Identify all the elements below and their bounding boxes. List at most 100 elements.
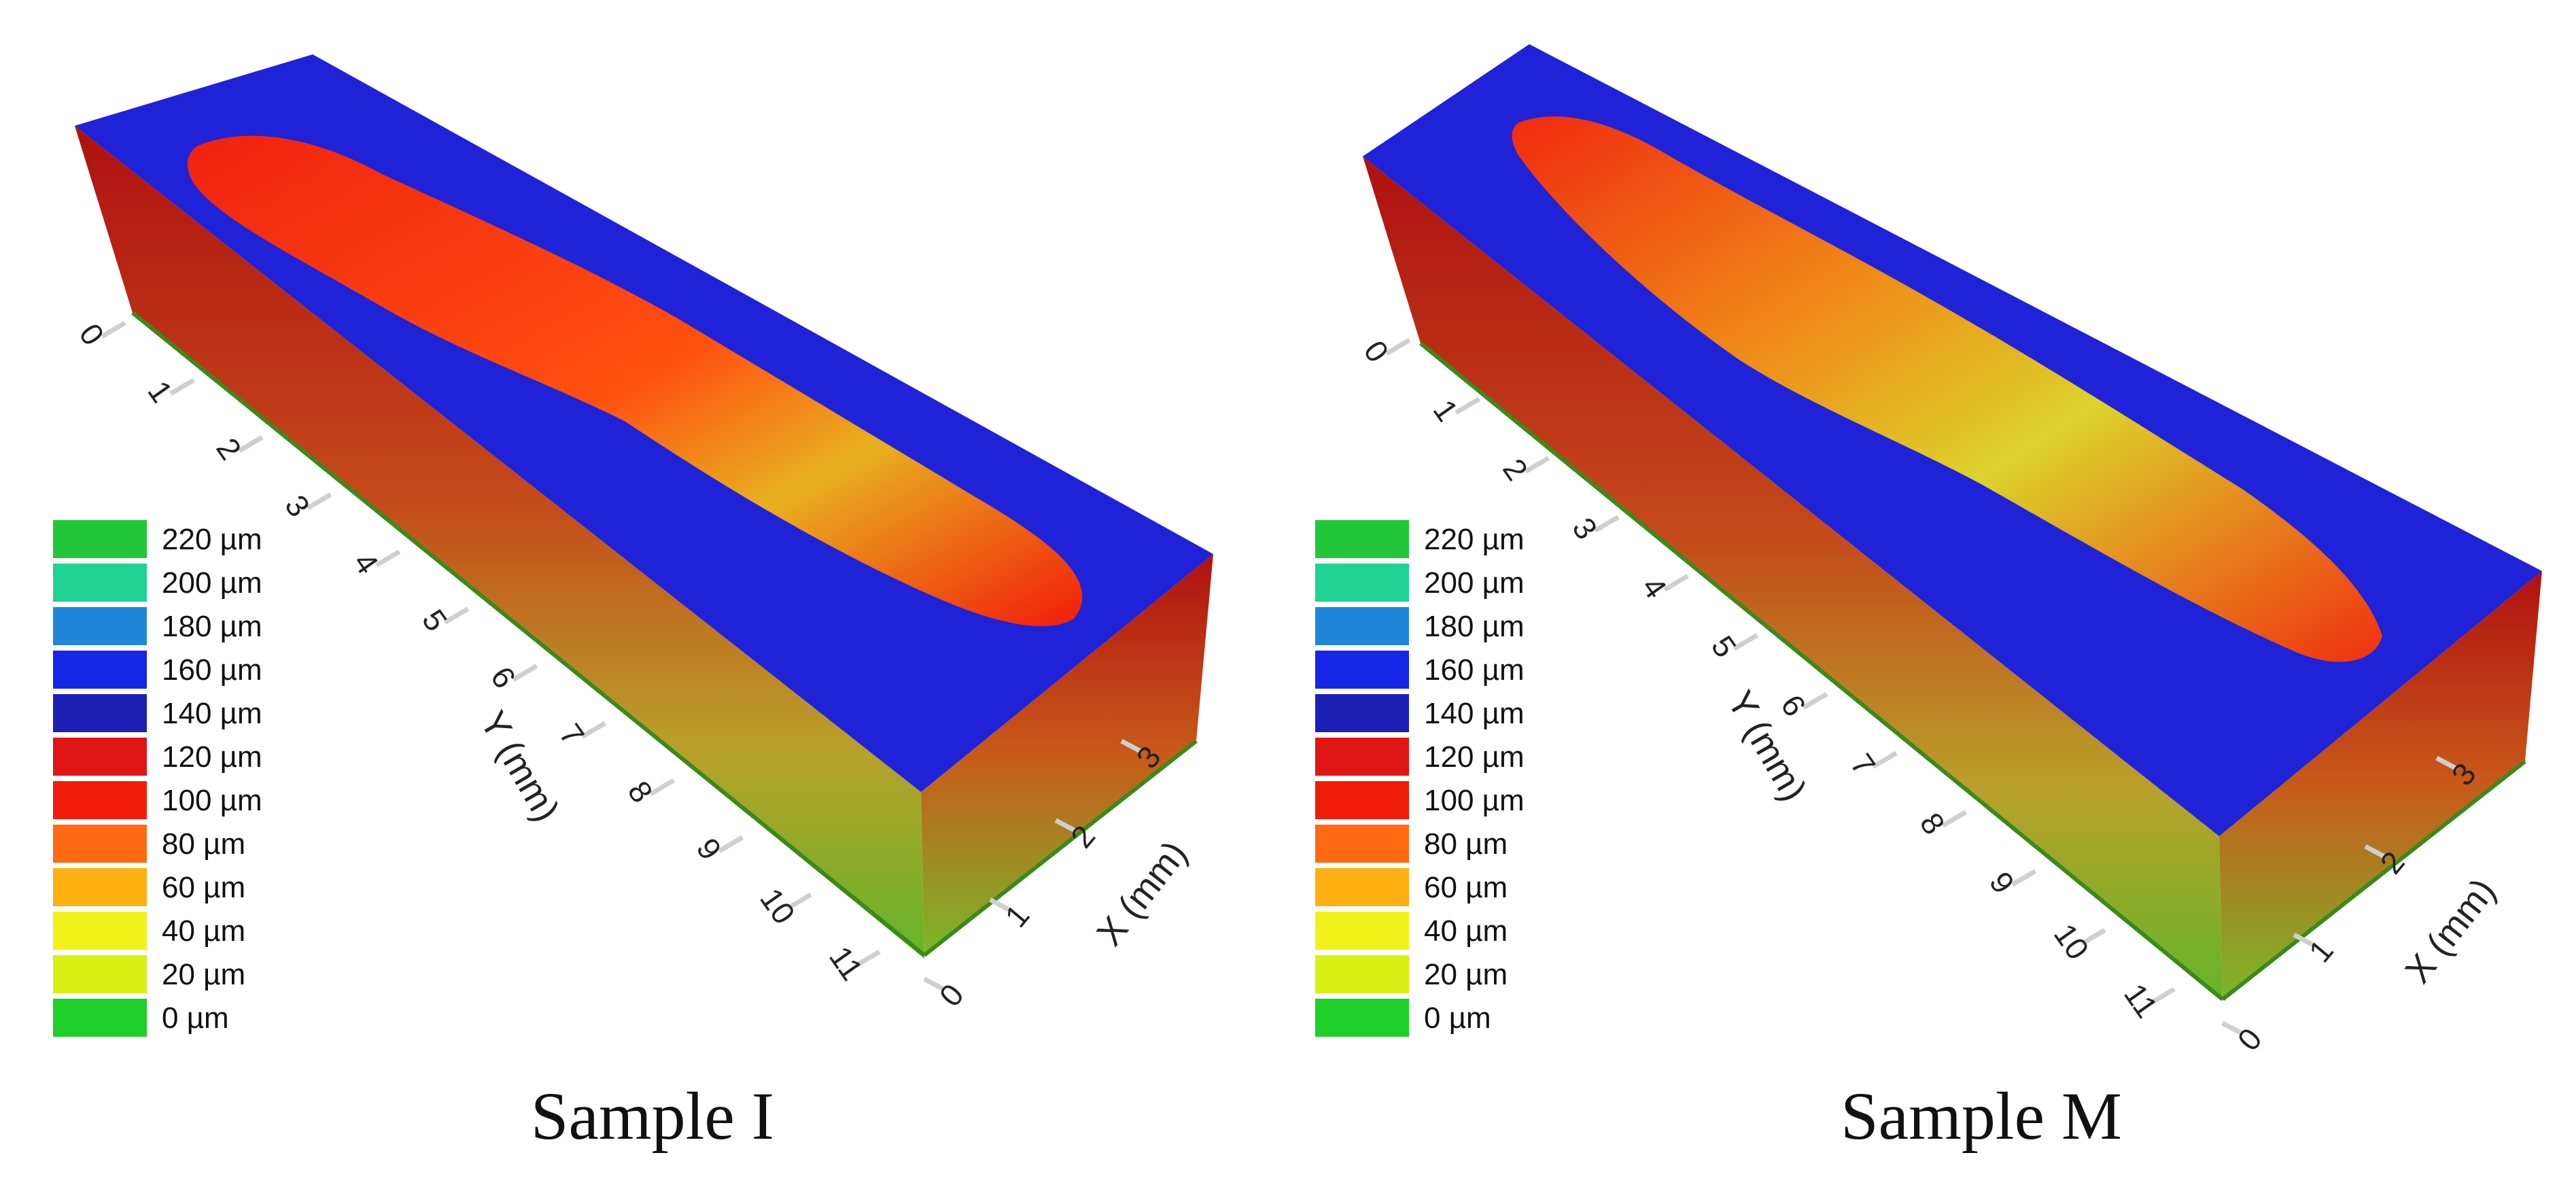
y-tick-label: 4: [1635, 570, 1674, 605]
legend-swatch: [53, 738, 147, 776]
caption: Sample I: [531, 1078, 774, 1154]
x-tick-mark: [2364, 844, 2387, 860]
y-tick-mark: [2011, 869, 2037, 887]
legend-swatch: [1315, 520, 1409, 558]
y-tick-mark: [649, 778, 676, 796]
x-tick-label: 0: [933, 977, 971, 1013]
legend-swatch: [53, 825, 147, 863]
y-tick-mark: [306, 492, 332, 511]
y-tick-mark: [1385, 337, 1411, 356]
legend-label: 100 µm: [1424, 784, 1525, 817]
x-tick-mark: [1054, 818, 1077, 833]
block-base-edge: [131, 311, 926, 957]
x-tick-mark: [989, 897, 1012, 913]
y-tick-label: 3: [1565, 511, 1604, 546]
legend-label: 0 µm: [162, 1001, 229, 1035]
legend-label: 220 µm: [1424, 523, 1525, 556]
y-tick-mark: [580, 721, 607, 739]
y-axis-label: Y (mm): [472, 704, 568, 828]
legend-label: 20 µm: [1424, 958, 1508, 991]
y-tick-mark: [1524, 455, 1550, 474]
legend-swatch: [1315, 738, 1409, 776]
y-tick-label: 9: [1983, 865, 2021, 900]
block-base-edge-front: [2221, 759, 2526, 1001]
y-tick-mark: [1872, 751, 1898, 769]
block-base-edge-front: [923, 739, 1198, 957]
y-tick-label: 1: [141, 375, 179, 409]
legend-swatch: [53, 607, 147, 645]
legend-swatch: [1315, 868, 1409, 906]
x-axis-label: X (mm): [1089, 833, 1195, 953]
y-tick-mark: [1663, 574, 1689, 592]
colorbar-legend: 220 µm 200 µm 180 µm 160 µm 140 µm 120 µm 100 …: [1315, 520, 1525, 1037]
block-long-face: [75, 126, 924, 955]
legend-label: 180 µm: [162, 610, 262, 643]
y-tick-mark: [1455, 396, 1481, 415]
legend-label: 40 µm: [1424, 914, 1508, 948]
y-tick-label: 1: [1427, 393, 1465, 428]
legend-swatch: [53, 520, 147, 558]
legend-label: 0 µm: [1424, 1001, 1491, 1035]
block-front-face: [2219, 571, 2542, 999]
y-tick-mark: [786, 892, 812, 910]
legend-swatch: [1315, 564, 1409, 602]
legend-label: 200 µm: [162, 566, 262, 600]
legend-label: 80 µm: [1424, 827, 1508, 861]
legend-swatch: [53, 651, 147, 689]
legend-label: 40 µm: [162, 914, 245, 948]
legend-swatch: [53, 868, 147, 906]
y-tick-mark: [1733, 633, 1759, 651]
y-tick-mark: [1941, 810, 1967, 828]
y-tick-mark: [2080, 928, 2106, 946]
legend-swatch: [1315, 955, 1409, 993]
legend-label: 140 µm: [1424, 697, 1525, 730]
legend-label: 120 µm: [162, 740, 262, 774]
legend-swatch: [1315, 825, 1409, 863]
block-base-edge: [1419, 341, 2224, 1001]
legend-label: 160 µm: [1424, 653, 1525, 687]
y-tick-mark: [1594, 515, 1620, 533]
legend-swatch: [1315, 694, 1409, 732]
legend-swatch: [1315, 912, 1409, 950]
x-tick-mark: [2293, 932, 2316, 948]
legend-label: 100 µm: [162, 784, 262, 817]
legend-swatch: [53, 912, 147, 950]
y-tick-label: 0: [1357, 334, 1395, 368]
melt-pool: [1512, 116, 2382, 662]
y-tick-mark: [718, 835, 744, 853]
x-tick-mark: [923, 976, 946, 993]
y-tick-mark: [101, 320, 126, 339]
x-tick-label: 1: [998, 898, 1036, 934]
block-long-face: [1363, 156, 2223, 999]
legend-label: 120 µm: [1424, 740, 1525, 774]
y-tick-label: 11: [2117, 977, 2165, 1024]
legend-swatch: [53, 564, 147, 602]
y-tick-mark: [2150, 986, 2176, 1005]
legend-swatch: [1315, 607, 1409, 645]
legend-label: 180 µm: [1424, 610, 1525, 643]
caption: Sample M: [1841, 1078, 2122, 1154]
y-tick-label: 7: [553, 717, 591, 752]
legend-label: 80 µm: [162, 827, 245, 861]
melt-pool: [187, 135, 1083, 627]
y-tick-label: 8: [621, 774, 660, 809]
legend-label: 20 µm: [162, 958, 245, 991]
legend-label: 220 µm: [162, 523, 262, 556]
y-tick-mark: [512, 664, 538, 682]
legend-label: 60 µm: [1424, 871, 1508, 904]
y-tick-label: 0: [72, 317, 111, 351]
legend-label: 160 µm: [162, 653, 262, 687]
legend-swatch: [53, 999, 147, 1037]
x-tick-label: 1: [2302, 933, 2340, 969]
y-tick-label: 10: [2047, 917, 2096, 966]
x-tick-mark: [2435, 755, 2458, 772]
y-tick-label: 7: [1843, 747, 1882, 782]
legend-swatch: [53, 781, 147, 819]
y-tick-mark: [169, 378, 195, 396]
y-tick-mark: [443, 606, 470, 625]
legend-label: 60 µm: [162, 871, 245, 904]
y-tick-label: 6: [484, 660, 523, 695]
legend-swatch: [53, 955, 147, 993]
